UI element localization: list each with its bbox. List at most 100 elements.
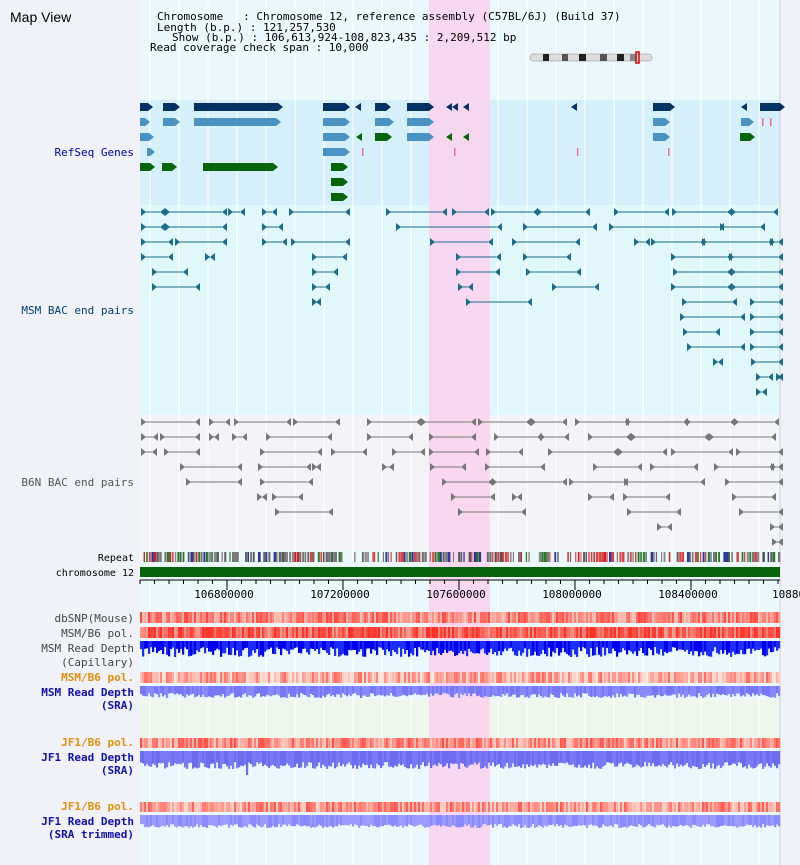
b6n-bac-label[interactable]: B6N BAC end pairs (21, 476, 134, 489)
feature-arrow[interactable] (571, 103, 577, 111)
gene-feature[interactable] (407, 118, 429, 126)
heat-cell (382, 738, 385, 748)
b6n-bac-track[interactable] (141, 418, 783, 546)
heat-cell (548, 802, 551, 812)
heat-cell (220, 802, 223, 812)
gene-feature[interactable] (653, 133, 665, 141)
msm-bac-label[interactable]: MSM BAC end pairs (21, 304, 134, 317)
depth-bar (638, 751, 641, 766)
feature-arrow[interactable] (446, 103, 452, 111)
gene-feature[interactable] (407, 133, 429, 141)
refseq-gene-track[interactable] (140, 103, 785, 201)
depth-bar (536, 641, 539, 656)
feature-arrow[interactable] (452, 103, 458, 111)
feature-arrow[interactable] (355, 103, 361, 111)
feature-arrow[interactable] (463, 103, 469, 111)
heat-cell (152, 738, 155, 748)
heat-cell (154, 802, 157, 812)
gene-feature[interactable] (331, 193, 343, 201)
refseq-genes-label[interactable]: RefSeq Genes (55, 146, 134, 159)
bac-end-marker (778, 238, 783, 246)
depth-bar (756, 751, 759, 767)
gene-feature[interactable] (140, 103, 148, 111)
heat-cell (310, 738, 313, 748)
heat-cell (652, 672, 655, 683)
gene-feature[interactable] (375, 103, 386, 111)
gene-feature[interactable] (323, 148, 345, 156)
gene-feature[interactable] (147, 148, 150, 156)
gene-feature[interactable] (203, 163, 273, 171)
depth-bar (298, 641, 301, 653)
gene-feature[interactable] (163, 118, 175, 126)
heat-cell (702, 612, 705, 623)
variation-heat-tracks[interactable] (140, 612, 781, 828)
depth-bar (212, 815, 215, 826)
heat-cell (376, 627, 379, 638)
msm-capillary-depth[interactable] (140, 641, 781, 657)
gene-feature[interactable] (375, 118, 389, 126)
gene-feature[interactable] (331, 178, 343, 186)
gene-strand-arrow (149, 133, 154, 141)
heat-cell (544, 672, 547, 683)
gene-feature[interactable] (740, 133, 750, 141)
depth-bar (566, 815, 569, 826)
depth-bar (392, 686, 395, 696)
heat-cell (648, 802, 651, 812)
heat-band[interactable] (140, 612, 781, 623)
highlight-region[interactable] (429, 0, 490, 865)
feature-arrow[interactable] (356, 133, 362, 141)
depth-bar (752, 686, 755, 694)
heat-cell (368, 627, 371, 638)
msm-bac-track[interactable] (141, 208, 783, 396)
bac-end-marker (731, 268, 736, 276)
msm-sra-depth[interactable] (140, 686, 781, 698)
depth-bar (692, 641, 695, 656)
gene-feature[interactable] (760, 103, 780, 111)
jf1-trimmed-depth[interactable] (140, 815, 781, 828)
depth-bar (646, 641, 649, 656)
gene-feature[interactable] (323, 133, 345, 141)
gene-feature[interactable] (331, 163, 343, 171)
gene-feature[interactable] (140, 118, 145, 126)
heat-band[interactable] (140, 627, 781, 638)
gene-feature[interactable] (375, 133, 387, 141)
feature-arrow[interactable] (741, 103, 747, 111)
depth-bar (276, 815, 279, 827)
feature-arrow[interactable] (463, 133, 469, 141)
depth-bar (178, 641, 181, 653)
repeat-track[interactable] (143, 552, 781, 562)
gene-feature[interactable] (140, 163, 150, 171)
gene-feature[interactable] (741, 118, 749, 126)
depth-bar (288, 751, 291, 766)
depth-bar (704, 641, 707, 652)
heat-cell (636, 627, 639, 638)
gene-feature[interactable] (407, 103, 429, 111)
depth-bar (180, 686, 183, 695)
gene-feature[interactable] (323, 118, 345, 126)
depth-bar (688, 815, 691, 827)
heat-band[interactable] (140, 802, 781, 812)
heat-cell (366, 672, 369, 683)
gene-feature[interactable] (163, 103, 175, 111)
heat-band[interactable] (140, 672, 781, 683)
gene-feature[interactable] (140, 133, 149, 141)
gene-feature[interactable] (653, 118, 665, 126)
depth-bar (446, 751, 449, 764)
feature-arrow[interactable] (446, 133, 452, 141)
gene-feature[interactable] (194, 118, 276, 126)
depth-bar (494, 686, 497, 697)
heat-cell (188, 612, 191, 623)
heat-band[interactable] (140, 738, 781, 748)
gene-feature[interactable] (194, 103, 278, 111)
heat-cell (642, 627, 645, 638)
heat-cell (312, 738, 315, 748)
heat-cell (558, 627, 561, 638)
jf1-sra-depth[interactable] (140, 751, 781, 775)
depth-bar (714, 815, 717, 828)
gene-feature[interactable] (323, 103, 345, 111)
gene-feature[interactable] (162, 163, 172, 171)
gene-feature[interactable] (653, 103, 670, 111)
chromosome-ideogram[interactable] (529, 51, 653, 64)
depth-bar (208, 641, 211, 652)
heat-cell (228, 627, 231, 638)
